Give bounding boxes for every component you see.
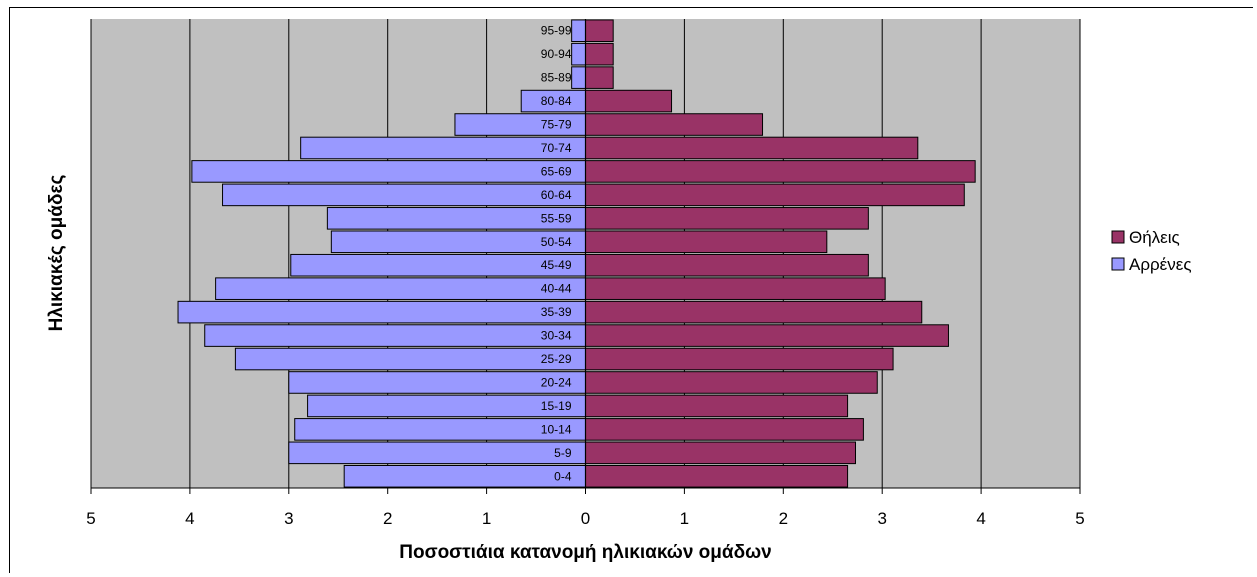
bar-male bbox=[234, 347, 586, 371]
bar-female bbox=[585, 277, 886, 300]
bar-male bbox=[571, 19, 586, 43]
category-label: 0-4 bbox=[554, 469, 572, 483]
category-label: 20-24 bbox=[541, 375, 572, 389]
category-label: 35-39 bbox=[541, 305, 572, 319]
bar-male bbox=[343, 464, 586, 488]
bar-female bbox=[585, 464, 849, 488]
gridlines bbox=[90, 19, 1081, 489]
x-tick-label: 0 bbox=[581, 509, 590, 528]
x-tick-label: 4 bbox=[185, 509, 194, 528]
category-label: 55-59 bbox=[541, 211, 572, 225]
bar-female bbox=[585, 324, 949, 347]
category-label: 90-94 bbox=[541, 47, 572, 61]
category-label: 25-29 bbox=[541, 352, 572, 366]
category-label: 65-69 bbox=[541, 164, 572, 178]
chart-frame bbox=[9, 7, 1253, 573]
x-tick-label: 5 bbox=[86, 509, 95, 528]
category-label: 85-89 bbox=[541, 71, 572, 85]
x-tick-label: 2 bbox=[779, 509, 788, 528]
legend-swatch-female bbox=[1111, 230, 1125, 244]
bar-female bbox=[585, 113, 764, 136]
bar-male bbox=[177, 300, 586, 324]
bar-female bbox=[585, 42, 614, 66]
bar-female bbox=[585, 19, 614, 43]
bar-female bbox=[585, 418, 864, 441]
x-axis-ticks: 5 4 3 2 1 0 1 2 3 4 5 bbox=[86, 488, 1085, 528]
category-label: 50-54 bbox=[541, 235, 572, 249]
bar-female bbox=[585, 347, 894, 371]
category-label: 75-79 bbox=[541, 118, 572, 132]
bar-female bbox=[585, 89, 673, 113]
legend-swatch-male bbox=[1111, 257, 1125, 271]
category-label: 45-49 bbox=[541, 258, 572, 272]
x-tick-label: 4 bbox=[976, 509, 985, 528]
category-label: 15-19 bbox=[541, 399, 572, 413]
bar-female bbox=[585, 300, 923, 324]
bar-male bbox=[215, 277, 586, 300]
y-axis-title: Ηλικιακές ομάδες bbox=[46, 174, 67, 331]
bar-male bbox=[222, 183, 587, 207]
category-label: 95-99 bbox=[541, 24, 572, 38]
x-tick-label: 1 bbox=[482, 509, 491, 528]
x-tick-label: 3 bbox=[284, 509, 293, 528]
bar-female bbox=[585, 183, 965, 207]
category-label: 40-44 bbox=[541, 282, 572, 296]
bar-male bbox=[571, 66, 586, 89]
bar-female bbox=[585, 253, 869, 277]
x-tick-label: 3 bbox=[877, 509, 886, 528]
category-label: 10-14 bbox=[541, 422, 572, 436]
bar-female bbox=[585, 371, 878, 394]
category-label: 60-64 bbox=[541, 188, 572, 202]
bar-female bbox=[585, 136, 919, 160]
x-axis-title: Ποσοστιάια κατανομή ηλικιακών ομάδων bbox=[399, 542, 771, 563]
bar-male bbox=[191, 160, 587, 183]
bar-male bbox=[288, 441, 586, 465]
category-label: 30-34 bbox=[541, 329, 572, 343]
bar-male bbox=[204, 324, 587, 347]
category-label: 5-9 bbox=[554, 446, 572, 460]
category-label: 70-74 bbox=[541, 141, 572, 155]
x-tick-label: 2 bbox=[383, 509, 392, 528]
bar-female bbox=[585, 230, 828, 254]
x-tick-label: 1 bbox=[680, 509, 689, 528]
legend: Θήλεις Αρρένες bbox=[1111, 228, 1192, 274]
bar-female bbox=[585, 160, 976, 183]
series-male-bars bbox=[177, 19, 587, 488]
bar-female bbox=[585, 207, 869, 230]
bar-male bbox=[571, 42, 586, 66]
category-label: 80-84 bbox=[541, 94, 572, 108]
bar-female bbox=[585, 66, 614, 89]
legend-label-female: Θήλεις bbox=[1129, 228, 1180, 247]
category-labels: 0-4 5-9 10-14 15-19 20-24 25-29 30-34 35-39 40-4… bbox=[541, 19, 587, 488]
bar-female bbox=[585, 394, 849, 418]
x-tick-label: 5 bbox=[1075, 509, 1084, 528]
legend-label-male: Αρρένες bbox=[1129, 255, 1192, 274]
bar-female bbox=[585, 441, 856, 465]
